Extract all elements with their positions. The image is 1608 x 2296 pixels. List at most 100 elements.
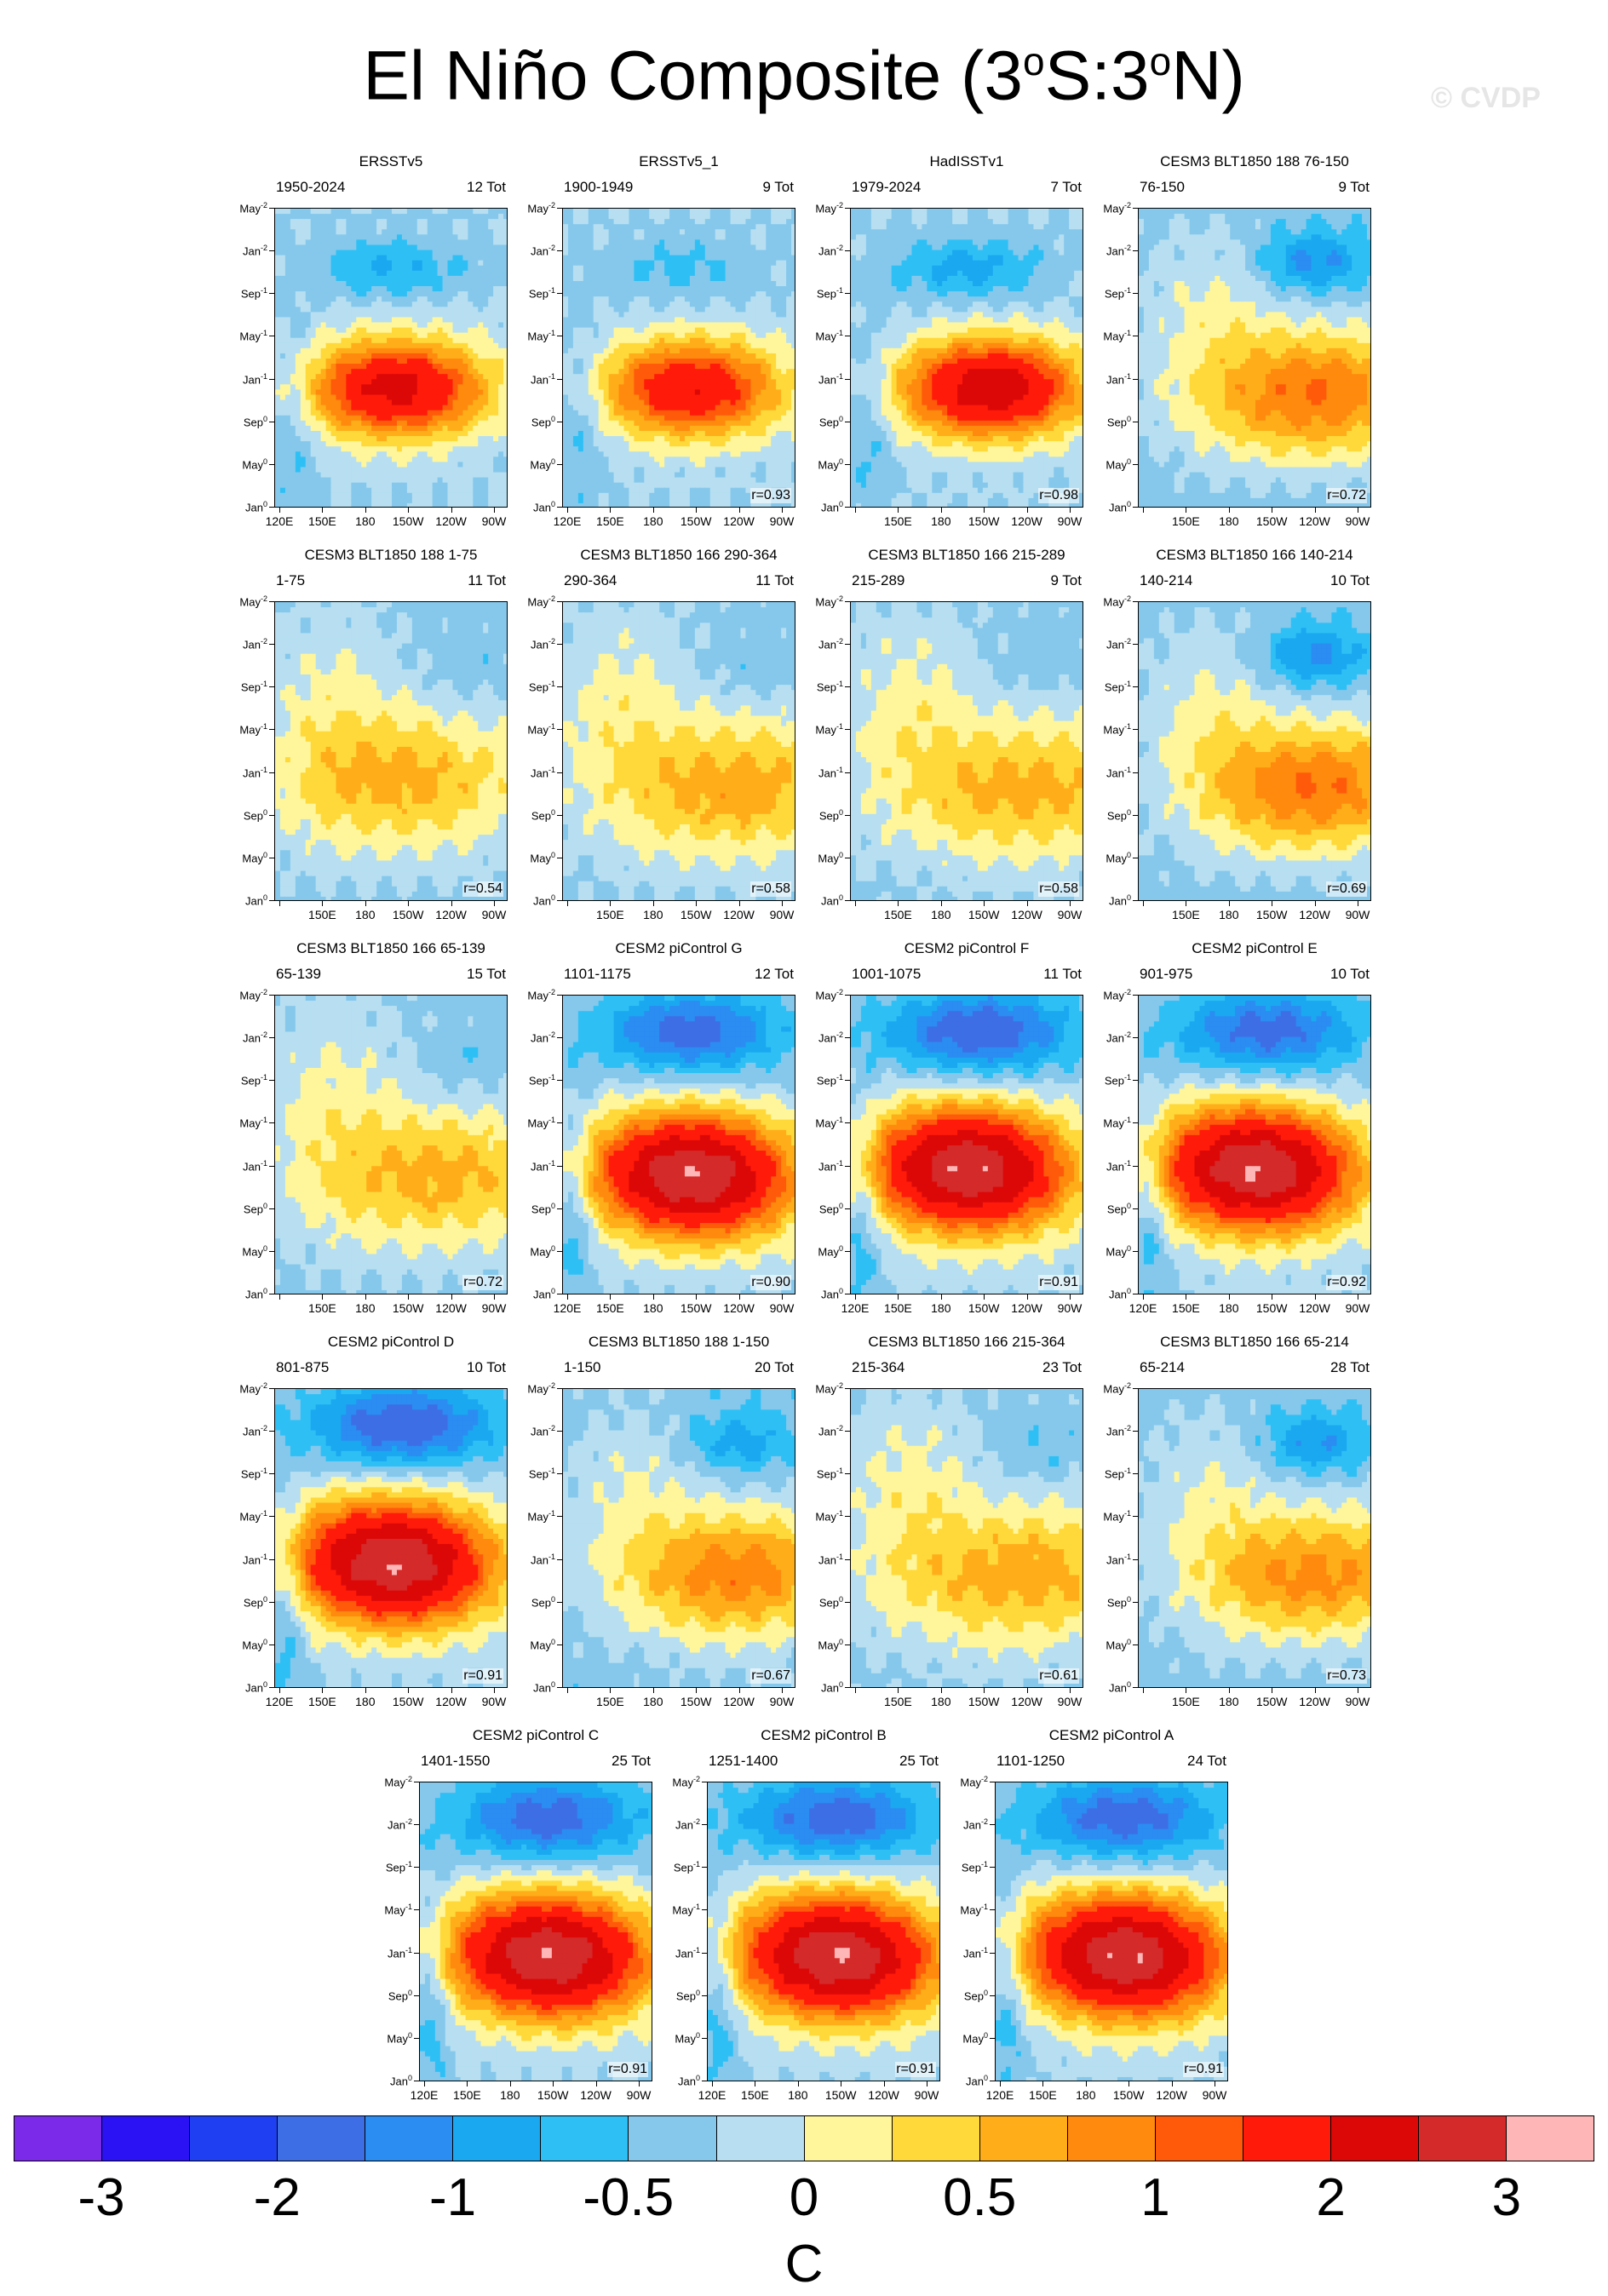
contour-cell bbox=[704, 359, 711, 364]
y-tick-label: Sep-1 bbox=[215, 286, 267, 300]
contour-cell bbox=[720, 441, 726, 447]
contour-cell bbox=[634, 312, 640, 319]
contour-cell bbox=[488, 312, 494, 319]
contour-cell bbox=[735, 224, 742, 230]
contour-cell bbox=[699, 374, 706, 380]
contour-cell bbox=[639, 244, 645, 251]
contour-cell bbox=[593, 347, 600, 354]
contour-cell bbox=[725, 322, 732, 329]
contour-cell bbox=[427, 379, 434, 385]
contour-cell bbox=[341, 255, 347, 261]
contour-cell bbox=[694, 296, 701, 302]
contour-cell bbox=[680, 369, 686, 375]
contour-cell bbox=[766, 441, 772, 447]
contour-cell bbox=[330, 214, 337, 220]
contour-cell bbox=[295, 280, 302, 287]
contour-cell bbox=[715, 229, 721, 235]
contour-cell bbox=[341, 275, 347, 282]
contour-cell bbox=[664, 359, 670, 364]
contour-cell bbox=[761, 430, 767, 437]
contour-cell bbox=[680, 317, 686, 324]
contour-cell bbox=[745, 301, 751, 307]
contour-cell bbox=[694, 250, 701, 256]
contour-cell bbox=[478, 359, 484, 364]
contour-cell bbox=[669, 364, 675, 370]
contour-cell bbox=[781, 347, 787, 354]
contour-cell bbox=[387, 467, 393, 474]
contour-cell bbox=[613, 224, 620, 230]
contour-cell bbox=[478, 250, 484, 256]
contour-cell bbox=[572, 446, 579, 452]
contour-cell bbox=[376, 441, 382, 447]
contour-cell bbox=[730, 265, 737, 272]
contour-cell bbox=[382, 420, 388, 427]
contour-cell bbox=[468, 312, 474, 319]
contour-cell bbox=[351, 369, 357, 375]
contour-cell bbox=[493, 415, 499, 422]
contour-cell bbox=[755, 430, 761, 437]
contour-cell bbox=[442, 436, 449, 442]
contour-cell bbox=[382, 379, 388, 385]
contour-cell bbox=[608, 436, 615, 442]
contour-cell bbox=[766, 209, 772, 215]
contour-cell bbox=[639, 446, 645, 452]
contour-cell bbox=[392, 219, 398, 225]
contour-cell bbox=[694, 405, 701, 411]
contour-cell bbox=[473, 394, 479, 401]
contour-cell bbox=[675, 219, 681, 225]
contour-cell bbox=[483, 250, 489, 256]
contour-cell bbox=[376, 364, 382, 370]
contour-cell bbox=[659, 250, 665, 256]
contour-cell bbox=[675, 286, 681, 292]
contour-cell bbox=[598, 420, 605, 427]
contour-cell bbox=[613, 389, 620, 396]
contour-cell bbox=[310, 492, 317, 499]
contour-cell bbox=[629, 270, 635, 277]
contour-cell bbox=[478, 472, 484, 479]
contour-cell bbox=[629, 291, 635, 297]
contour-cell bbox=[437, 260, 444, 267]
contour-cell bbox=[583, 244, 589, 251]
contour-cell bbox=[629, 255, 635, 261]
contour-cell bbox=[396, 322, 403, 329]
contour-cell bbox=[766, 280, 772, 287]
contour-cell bbox=[356, 219, 362, 225]
contour-cell bbox=[396, 415, 403, 422]
contour-cell bbox=[336, 265, 342, 272]
contour-cell bbox=[300, 415, 307, 422]
contour-cell bbox=[356, 405, 362, 411]
contour-cell bbox=[483, 492, 489, 499]
contour-cell bbox=[279, 436, 286, 442]
contour-cell bbox=[761, 250, 767, 256]
contour-cell bbox=[416, 441, 423, 447]
contour-cell bbox=[396, 487, 403, 494]
contour-cell bbox=[483, 405, 489, 411]
contour-cell bbox=[664, 224, 670, 230]
contour-cell bbox=[634, 286, 640, 292]
contour-cell bbox=[740, 420, 747, 427]
contour-cell bbox=[684, 379, 691, 385]
contour-cell bbox=[432, 487, 439, 494]
contour-cell bbox=[639, 275, 645, 282]
contour-cell bbox=[341, 379, 347, 385]
contour-cell bbox=[755, 446, 761, 452]
contour-cell bbox=[437, 472, 444, 479]
contour-cell bbox=[629, 394, 635, 401]
contour-cell bbox=[336, 399, 342, 406]
contour-cell bbox=[608, 379, 615, 385]
contour-cell bbox=[725, 275, 732, 282]
contour-cell bbox=[644, 359, 650, 364]
contour-cell bbox=[457, 405, 463, 411]
contour-cell bbox=[376, 482, 382, 489]
contour-cell bbox=[290, 364, 296, 370]
contour-cell bbox=[771, 255, 777, 261]
contour-cell bbox=[290, 214, 296, 220]
contour-cell bbox=[498, 451, 504, 457]
contour-cell bbox=[290, 250, 296, 256]
contour-cell bbox=[704, 353, 711, 359]
contour-cell bbox=[704, 280, 711, 287]
contour-cell bbox=[498, 467, 504, 474]
contour-cell bbox=[694, 353, 701, 359]
contour-cell bbox=[275, 353, 281, 359]
contour-cell bbox=[689, 255, 696, 261]
